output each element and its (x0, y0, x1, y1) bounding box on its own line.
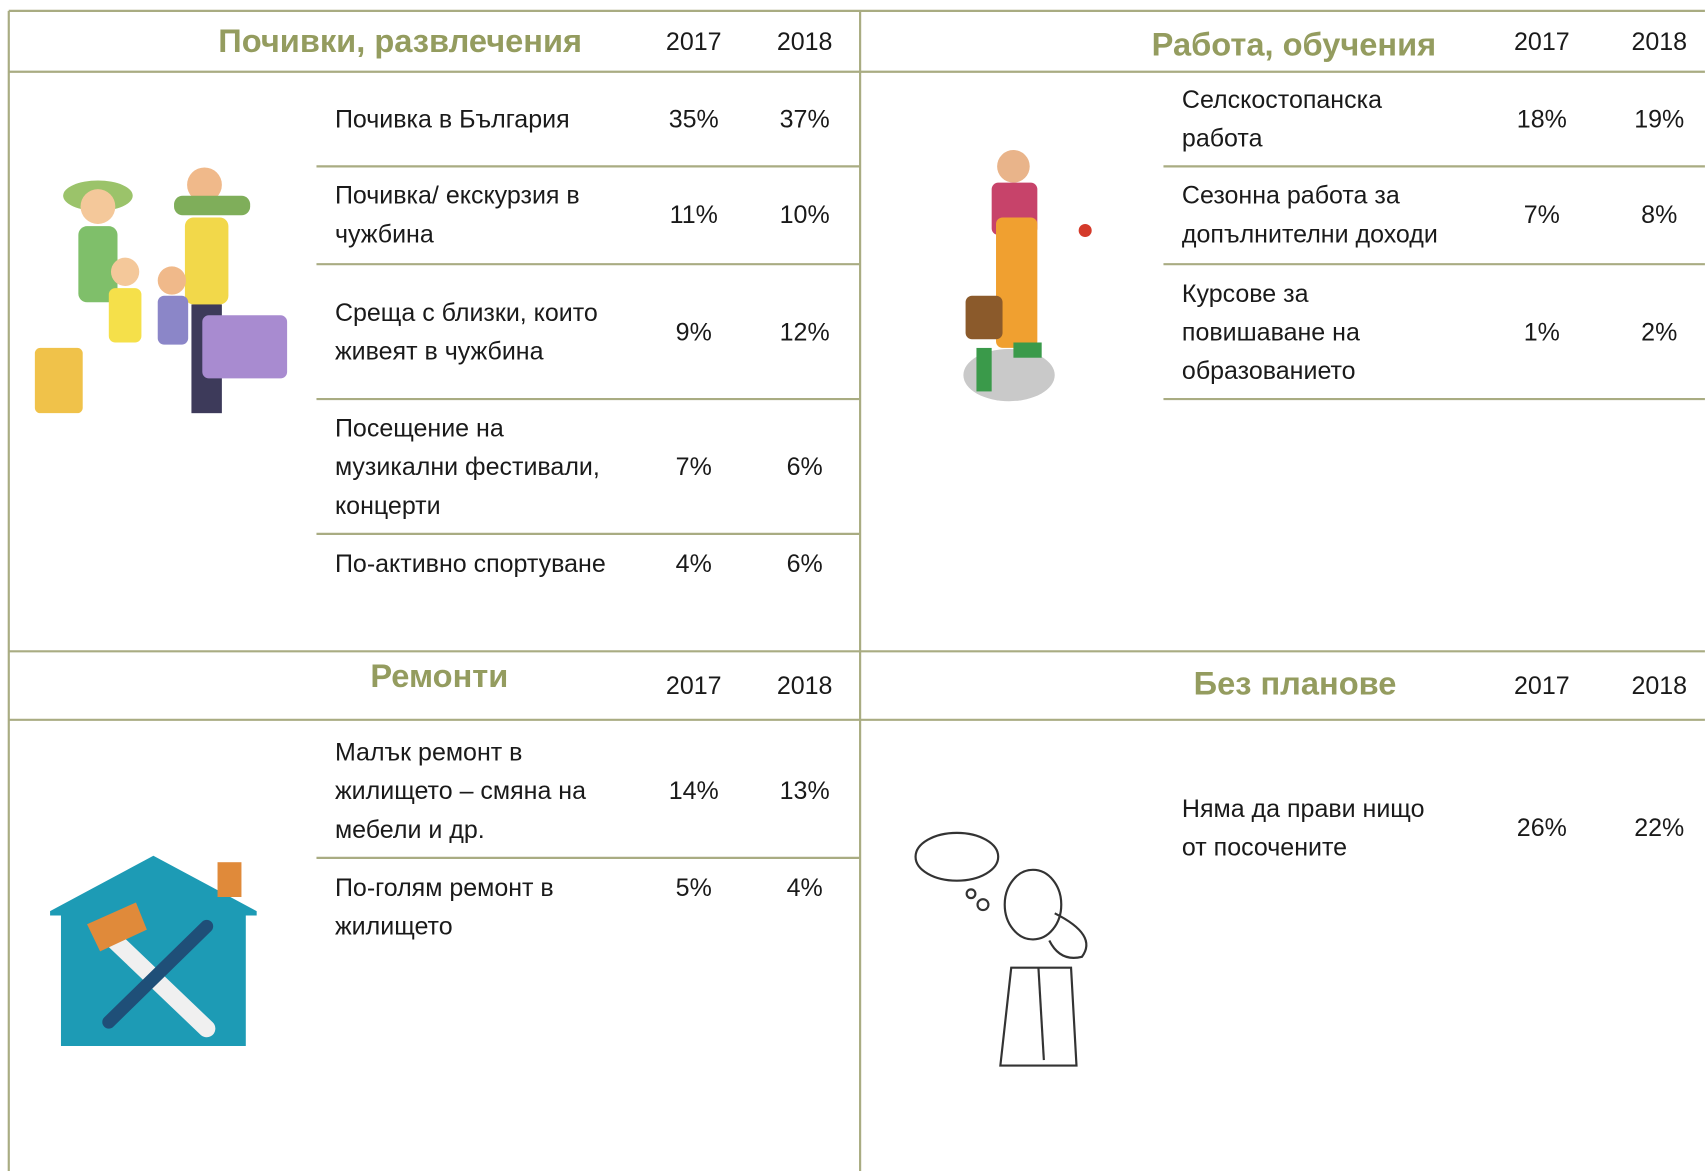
row-label: живеят в чужбина (335, 338, 544, 366)
row-label: работа (1182, 125, 1263, 153)
frame (9, 11, 1705, 1171)
row-label: допълнителни доходи (1182, 220, 1438, 248)
row-value: 9% (676, 318, 712, 346)
row-label: Сезонна работа за (1182, 182, 1400, 210)
row-value: 4% (787, 874, 823, 902)
row-label: Селскостопанска (1182, 86, 1382, 114)
row-label: Посещение на (335, 415, 504, 443)
row-label: мебели и др. (335, 816, 485, 844)
row-label: По-активно спортуване (335, 550, 606, 578)
row-value: 26% (1517, 814, 1567, 842)
row-value: 10% (780, 201, 830, 229)
year-header: 2018 (1631, 672, 1687, 700)
row-value: 7% (1524, 201, 1560, 229)
row-label: чужбина (335, 220, 434, 248)
row-label: По-голям ремонт в (335, 874, 554, 902)
thinking-man-illustration (916, 833, 1087, 1066)
row-value: 13% (780, 777, 830, 805)
row-label: Малък ремонт в (335, 739, 523, 767)
year-header: 2018 (777, 672, 833, 700)
row-value: 35% (669, 105, 719, 133)
row-value: 2% (1641, 318, 1677, 346)
row-label: жилището – смяна на (335, 777, 586, 805)
row-value: 8% (1641, 201, 1677, 229)
row-value: 6% (787, 453, 823, 481)
year-header: 2017 (1514, 28, 1570, 56)
section-title: Почивки, развлечения (218, 22, 582, 59)
year-header: 2018 (1631, 28, 1687, 56)
row-label: жилището (335, 913, 453, 941)
row-value: 6% (787, 550, 823, 578)
year-header: 2017 (666, 28, 722, 56)
row-label: Курсове за (1182, 280, 1309, 308)
row-value: 14% (669, 777, 719, 805)
row-value: 11% (670, 201, 718, 229)
house-tools-icon (50, 856, 257, 1046)
row-value: 1% (1524, 318, 1560, 346)
row-value: 37% (780, 105, 830, 133)
row-value: 22% (1634, 814, 1684, 842)
plans-table: Почивки, развлечения 2017 2018 Почивка в Бъ… (0, 0, 1705, 1171)
year-header: 2017 (666, 672, 722, 700)
section-title: Ремонти (370, 657, 508, 694)
section-title: Работа, обучения (1152, 25, 1437, 62)
row-value: 5% (676, 874, 712, 902)
year-header: 2018 (777, 28, 833, 56)
row-label: от посочените (1182, 834, 1347, 862)
worker-illustration (963, 150, 1091, 401)
page: Почивки, развлечения 2017 2018 Почивка в Бъ… (0, 0, 1705, 1171)
family-illustration (35, 167, 287, 413)
row-label: Почивка в България (335, 105, 570, 133)
year-header: 2017 (1514, 672, 1570, 700)
row-label: Среща с близки, които (335, 299, 598, 327)
row-label: музикални фестивали, (335, 453, 600, 481)
row-label: образованието (1182, 357, 1356, 385)
row-value: 4% (676, 550, 712, 578)
row-value: 18% (1517, 105, 1567, 133)
row-value: 12% (780, 318, 830, 346)
row-label: повишаване на (1182, 318, 1360, 346)
row-value: 19% (1634, 105, 1684, 133)
row-value: 7% (676, 453, 712, 481)
row-label: концерти (335, 492, 441, 520)
section-title: Без планове (1194, 665, 1397, 702)
row-label: Няма да прави нищо (1182, 795, 1425, 823)
row-label: Почивка/ екскурзия в (335, 182, 580, 210)
